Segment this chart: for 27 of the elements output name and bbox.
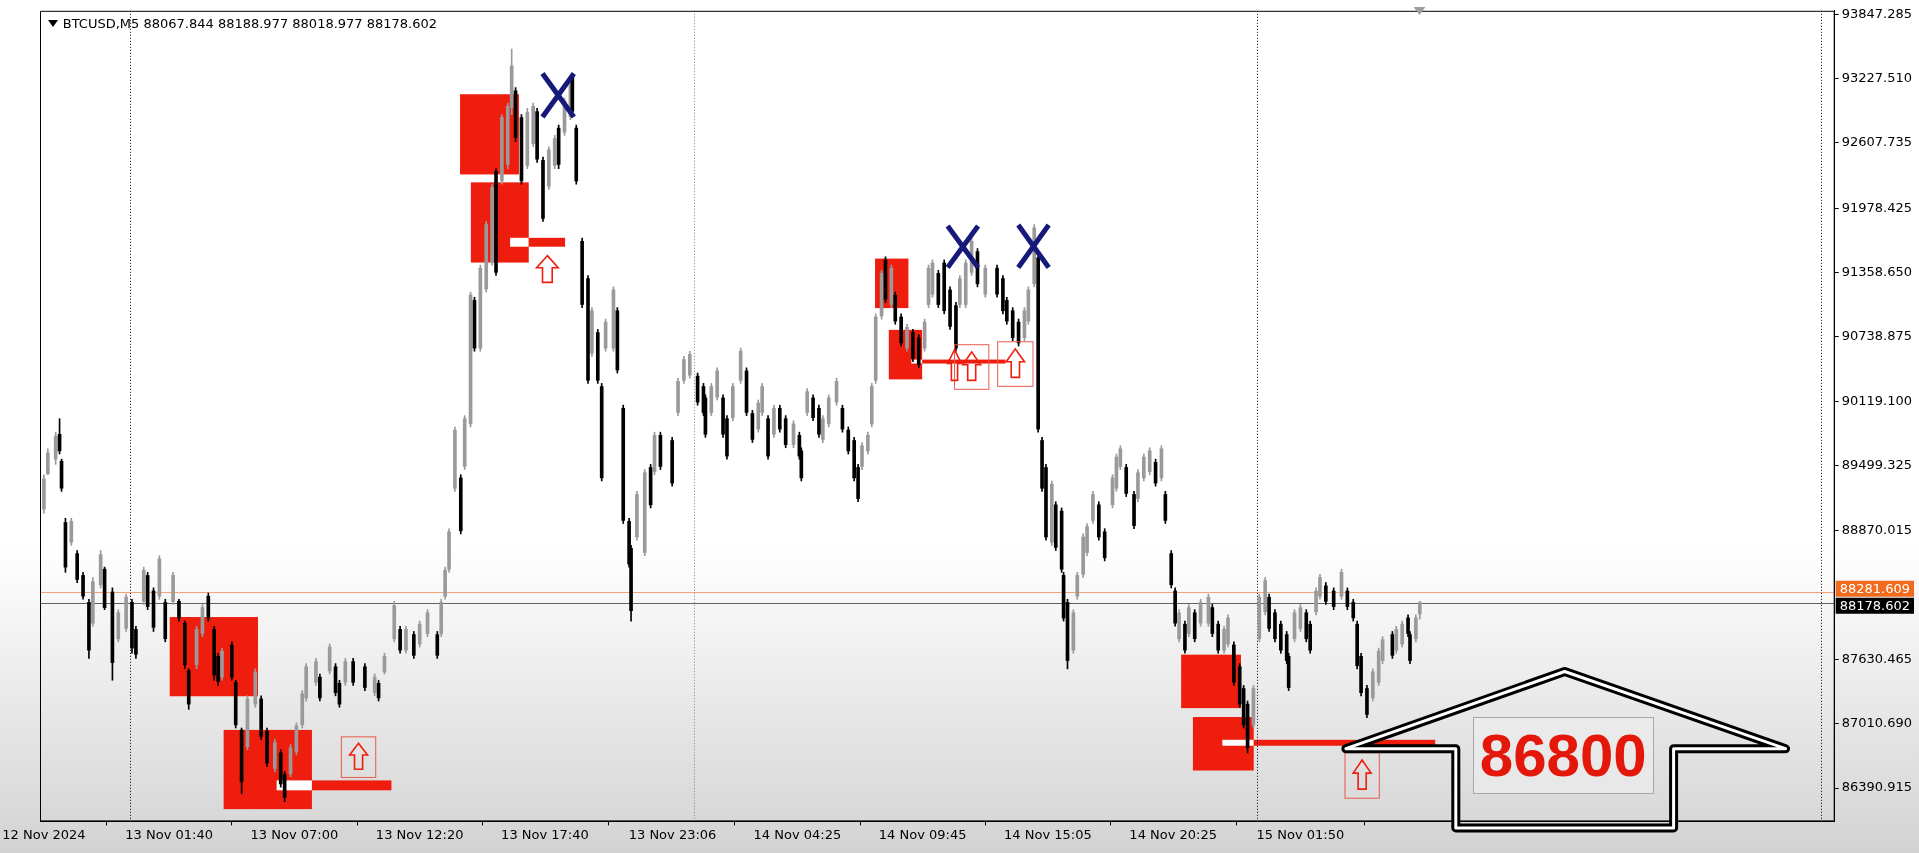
annotation: 86800 [1472, 717, 1654, 795]
x-tick-label: 14 Nov 09:45 [878, 826, 967, 842]
y-tick-label: 88870.015 [1841, 522, 1913, 538]
y-tick-label: 91358.650 [1841, 263, 1913, 279]
y-tick-label: 86390.915 [1841, 779, 1913, 795]
x-tick-label: 13 Nov 12:20 [375, 826, 464, 842]
y-tick-label: 93847.285 [1841, 5, 1913, 21]
y-tick-label: 91978.425 [1841, 199, 1913, 215]
chart-title: BTCUSD,M5 88067.844 88188.977 88018.977 88178.602 [62, 16, 438, 32]
x-tick-label: 12 Nov 2024 [2, 826, 86, 842]
ref-line-label: 88178.602 [1839, 597, 1911, 613]
y-tick-label: 87010.690 [1841, 715, 1913, 731]
y-tick-label: 90738.875 [1841, 328, 1913, 344]
x-tick-label: 13 Nov 23:06 [628, 826, 717, 842]
y-tick-label: 93227.510 [1841, 69, 1913, 85]
x-tick-label: 15 Nov 01:50 [1256, 826, 1345, 842]
y-tick-label: 89499.325 [1841, 456, 1913, 472]
x-tick-label: 14 Nov 04:25 [753, 826, 842, 842]
x-tick-label: 14 Nov 20:25 [1129, 826, 1218, 842]
x-tick-label: 13 Nov 17:40 [501, 826, 589, 842]
x-tick-label: 13 Nov 01:40 [125, 826, 213, 842]
y-tick-label: 92607.735 [1841, 134, 1913, 150]
y-tick-label: 90119.100 [1841, 392, 1913, 408]
x-tick-label: 14 Nov 15:05 [1004, 826, 1092, 842]
y-tick-label: 87630.465 [1841, 650, 1913, 666]
ref-line-label: 88281.609 [1839, 580, 1911, 596]
x-tick-label: 13 Nov 07:00 [250, 826, 339, 842]
